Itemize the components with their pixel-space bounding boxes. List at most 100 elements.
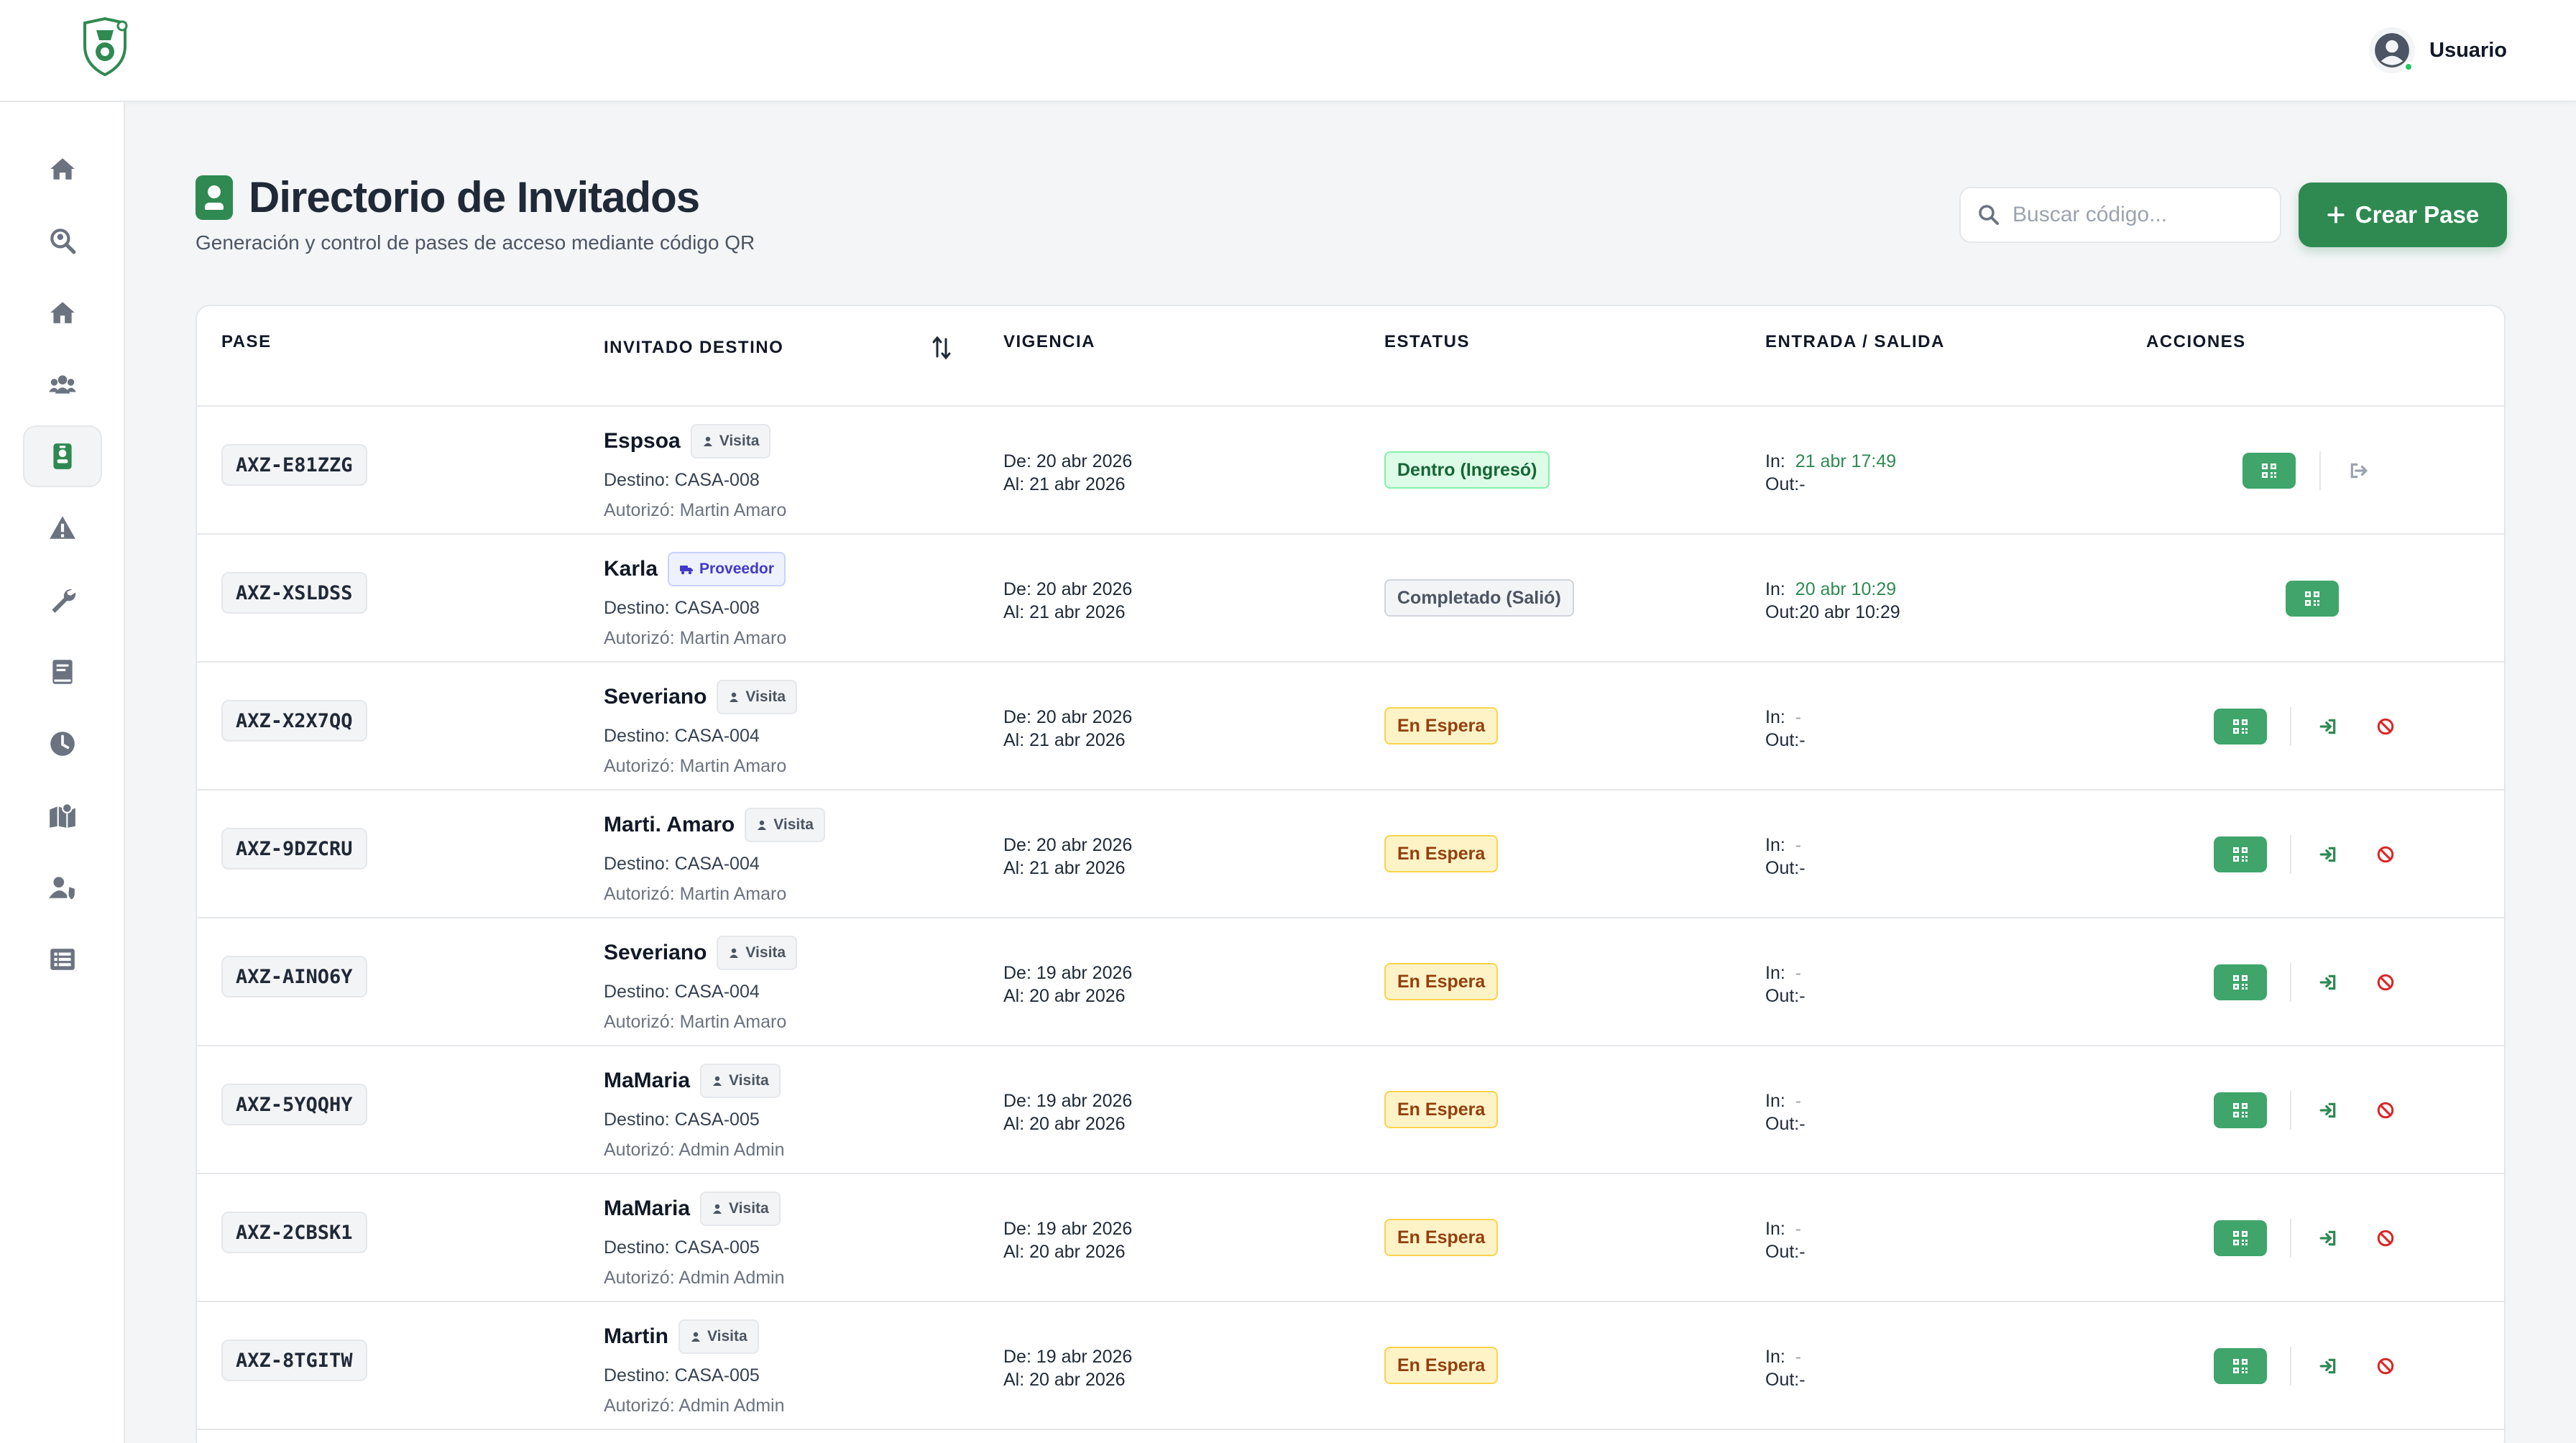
pass-code[interactable]: AXZ-5YQQHY [221,1084,367,1125]
show-qr-button[interactable] [2214,1220,2267,1256]
sidebar-item-houses[interactable] [23,282,102,344]
person-icon [730,948,739,958]
entry-exit: In: - Out:- [1765,706,1806,752]
sort-icon[interactable] [932,335,952,361]
exit-time: - [1799,1370,1806,1390]
entry-time: - [1795,1347,1802,1367]
show-qr-button[interactable] [2242,453,2296,489]
cancel-pass-button[interactable] [2373,714,2398,739]
register-exit-button[interactable] [2346,458,2370,483]
table-row[interactable]: AXZ-XSLDSS Karla Proveedor Destino: CASA-00… [197,535,2504,663]
table-row[interactable]: AXZ-9DZCRU Marti. Amaro Visita Destino: CAS… [197,790,2504,918]
guest-destination: Destino: CASA-004 [604,726,760,746]
pass-code[interactable]: AXZ-2CBSK1 [221,1212,367,1253]
sidebar-item-map[interactable] [23,785,102,847]
status-badge: En Espera [1384,835,1499,872]
table-row[interactable]: AXZ-8TGITW Martin Visita Destino: CASA-005 A… [197,1302,2504,1430]
in-label: In: [1765,963,1785,983]
user-menu[interactable]: Usuario [2369,26,2507,75]
column-header-pase[interactable]: PASE [221,332,272,351]
guest-name: Severiano [604,685,707,709]
guest-type-label: Visita [745,944,786,961]
guest-type-badge: Visita [745,808,825,842]
enter-icon [2319,719,2336,734]
user-name[interactable]: Usuario [2429,38,2507,62]
register-entry-button[interactable] [2316,1354,2340,1378]
table-row[interactable]: AXZ-X2X7QQ Severiano Visita Destino: CASA-0… [197,663,2504,790]
show-qr-button[interactable] [2214,964,2267,1000]
qr-code-icon [2305,591,2319,606]
pass-code[interactable]: AXZ-E81ZZG [221,444,367,486]
in-label: In: [1765,451,1785,471]
show-qr-button[interactable] [2214,1348,2267,1384]
pass-code[interactable]: AXZ-9DZCRU [221,828,367,870]
show-qr-button[interactable] [2214,1092,2267,1128]
register-entry-button[interactable] [2316,970,2340,995]
in-label: In: [1765,1347,1785,1367]
cancel-icon [2377,846,2394,863]
create-pass-button[interactable]: Crear Pase [2299,183,2507,247]
avatar[interactable] [2369,27,2416,73]
cancel-pass-button[interactable] [2373,1226,2398,1250]
table-row[interactable]: AXZ-2CBSK1 MaMaria Visita Destino: CASA-005… [197,1174,2504,1302]
divider [2319,451,2321,490]
show-qr-button[interactable] [2286,581,2339,617]
entry-time: - [1795,835,1802,855]
app-logo[interactable] [76,17,134,78]
cancel-pass-button[interactable] [2373,842,2398,867]
pass-code[interactable]: AXZ-AINO6Y [221,956,367,997]
guest-type-label: Visita [729,1072,769,1089]
sidebar-item-user-admin[interactable] [23,857,102,918]
cancel-pass-button[interactable] [2373,1354,2398,1378]
guest-type-badge: Visita [700,1191,781,1226]
sidebar-item-history[interactable] [23,713,102,775]
exit-time: - [1799,1242,1806,1262]
register-entry-button[interactable] [2316,1098,2340,1122]
enter-icon [2319,1358,2336,1374]
sidebar-item-search-location[interactable] [23,210,102,272]
sidebar-item-residents[interactable] [23,354,102,415]
valid-from: De: 19 abr 2026 [1003,963,1133,983]
sidebar-item-logbook[interactable] [23,641,102,703]
sidebar-item-home[interactable] [23,138,102,200]
warning-icon [50,516,75,539]
list-icon [50,949,75,970]
entry-exit: In: 20 abr 10:29 Out:20 abr 10:29 [1765,578,1900,624]
sidebar-item-alerts[interactable] [23,497,102,559]
divider [2290,1219,2291,1258]
cancel-pass-button[interactable] [2373,1098,2398,1122]
entry-time: - [1795,707,1802,727]
guest-type-label: Visita [745,688,786,705]
column-header-invitado[interactable]: INVITADO DESTINO [604,338,784,357]
validity-range: De: 20 abr 2026 Al: 21 abr 2026 [1003,578,1132,624]
search-input[interactable] [2012,203,2257,227]
show-qr-button[interactable] [2214,709,2267,744]
entry-exit: In: - Out:- [1765,962,1806,1008]
qr-code-icon [2233,719,2248,734]
register-entry-button[interactable] [2316,1226,2340,1250]
cancel-pass-button[interactable] [2373,970,2398,995]
guest-destination: Destino: CASA-008 [604,470,760,490]
pass-code[interactable]: AXZ-XSLDSS [221,572,367,614]
column-header-estatus[interactable]: ESTATUS [1384,332,1470,351]
guest-name-line: MaMaria Visita [604,1191,781,1226]
divider [2290,707,2291,746]
sidebar-item-maintenance[interactable] [23,569,102,631]
table-row[interactable]: AXZ-5YQQHY MaMaria Visita Destino: CASA-005… [197,1046,2504,1174]
register-entry-button[interactable] [2316,842,2340,867]
search-box[interactable] [1959,187,2281,243]
sidebar-item-guests[interactable] [23,425,102,487]
id-badge-icon [196,175,233,220]
guest-type-badge: Visita [678,1319,759,1354]
show-qr-button[interactable] [2214,836,2267,872]
pass-code[interactable]: AXZ-X2X7QQ [221,700,367,742]
pass-code[interactable]: AXZ-8TGITW [221,1340,367,1381]
column-header-entrada-salida[interactable]: ENTRADA / SALIDA [1765,332,1945,351]
table-row[interactable]: AXZ-E81ZZG Espsoa Visita Destino: CASA-008 A… [197,407,2504,535]
valid-from: De: 20 abr 2026 [1003,451,1133,471]
column-header-vigencia[interactable]: VIGENCIA [1003,332,1096,351]
register-entry-button[interactable] [2316,714,2340,739]
valid-to: Al: 21 abr 2026 [1003,730,1126,750]
table-row[interactable]: AXZ-AINO6Y Severiano Visita Destino: CASA-0… [197,918,2504,1046]
sidebar-item-reports[interactable] [23,928,102,990]
